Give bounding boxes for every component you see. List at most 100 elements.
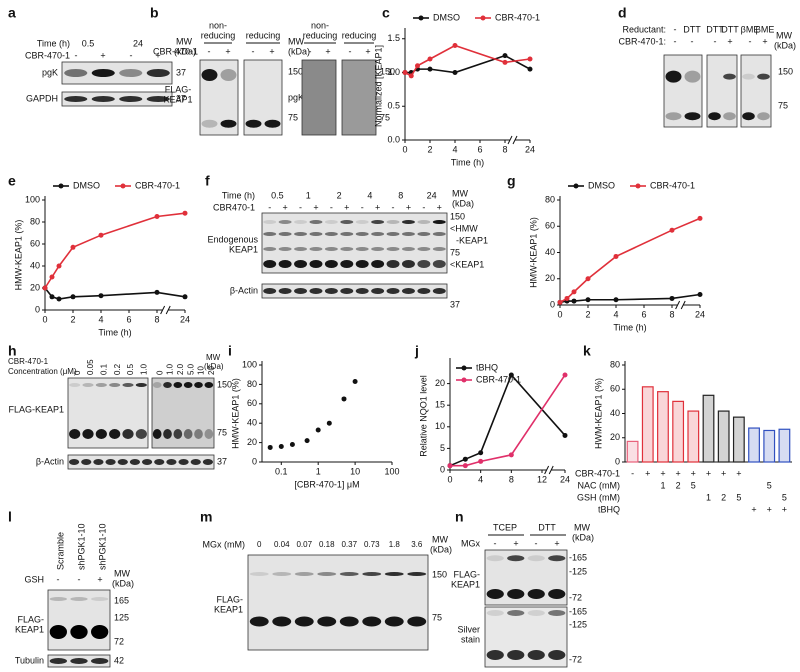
label: KEAP1 (229, 244, 258, 254)
data-point (502, 53, 508, 59)
y-tick-label: 100 (25, 194, 40, 204)
band (407, 572, 427, 576)
table-cell: + (691, 468, 696, 478)
label: (kDa) (572, 532, 594, 542)
axis-break (680, 300, 686, 310)
blot (247, 554, 429, 651)
band (486, 589, 504, 599)
band (340, 247, 354, 251)
band (90, 625, 109, 639)
band (665, 112, 682, 121)
label: + (97, 574, 102, 584)
band (278, 260, 292, 268)
data-point (557, 299, 563, 305)
band (757, 73, 770, 80)
label: Silver (457, 624, 480, 634)
band (340, 260, 354, 268)
label: Tubulin (15, 655, 44, 665)
series-line (405, 54, 531, 74)
label: 0.5 (82, 38, 95, 48)
data-point (562, 372, 568, 378)
label: - (78, 574, 81, 584)
label: - (674, 36, 677, 46)
band (432, 247, 446, 251)
series-line (404, 44, 531, 77)
label: 72 (114, 636, 124, 646)
band (355, 260, 369, 268)
label: 37 (176, 67, 186, 77)
label: + (155, 50, 160, 60)
band (294, 220, 308, 224)
band (324, 288, 338, 294)
data-point (527, 66, 533, 72)
panel-letter: l (8, 509, 12, 525)
label: MW (206, 353, 221, 362)
band (340, 288, 354, 294)
table-cell: + (676, 468, 681, 478)
label: 75 (450, 247, 460, 257)
table-cell: + (782, 504, 787, 514)
label: -165 (569, 552, 587, 562)
data-point (70, 244, 76, 250)
data-point (427, 56, 433, 62)
blot (61, 61, 173, 85)
band (183, 382, 193, 388)
label: DTT (538, 522, 556, 532)
band (146, 69, 170, 77)
y-tick-label: 80 (610, 359, 620, 369)
series-line (44, 212, 186, 289)
x-axis-label: [CBR-470-1] μM (294, 479, 359, 489)
label: reducing (246, 30, 281, 40)
band (362, 572, 382, 576)
bar (687, 410, 700, 463)
legend-label: DMSO (73, 180, 100, 190)
label: MGx (461, 538, 480, 548)
band (432, 260, 446, 268)
band (355, 232, 369, 236)
panel-letter: c (382, 5, 390, 21)
label: + (437, 202, 442, 212)
label: reducing (201, 30, 236, 40)
label: CBR-470-1 (8, 357, 49, 366)
legend-label: tBHQ (476, 362, 498, 372)
band (152, 382, 162, 388)
label: - (330, 202, 333, 212)
label: 37 (176, 93, 186, 103)
band (263, 220, 277, 224)
band (432, 232, 446, 236)
band (201, 119, 218, 128)
band (64, 96, 88, 102)
band (201, 69, 218, 81)
x-tick-label: 4 (452, 144, 457, 154)
x-tick-label: 0 (42, 314, 47, 324)
label: + (344, 202, 349, 212)
panel-letter: h (8, 343, 17, 359)
series-line (449, 373, 566, 467)
x-tick-label: 4 (613, 309, 618, 319)
y-axis-label: HMW-KEAP1 (%) (528, 217, 538, 288)
band (340, 220, 354, 224)
band (109, 383, 121, 387)
x-tick-label: 6 (126, 314, 131, 324)
x-tick-label: 4 (478, 474, 483, 484)
blot (261, 283, 448, 299)
bar (778, 428, 791, 463)
band (294, 572, 314, 576)
band (507, 610, 525, 616)
data-point (415, 63, 420, 69)
data-point (304, 438, 310, 444)
y-tick-label: 60 (610, 384, 620, 394)
band (122, 429, 134, 439)
label: DTT (721, 24, 739, 34)
label: KEAP1 (15, 624, 44, 634)
data-point (502, 59, 508, 65)
label: - (674, 24, 677, 34)
band (90, 658, 109, 664)
x-tick-label: 0 (402, 144, 407, 154)
band (548, 589, 566, 599)
x-tick-label: 2 (585, 309, 590, 319)
table-cell: + (645, 468, 650, 478)
data-point (98, 293, 104, 299)
label: reducing (342, 30, 377, 40)
band (386, 220, 400, 224)
